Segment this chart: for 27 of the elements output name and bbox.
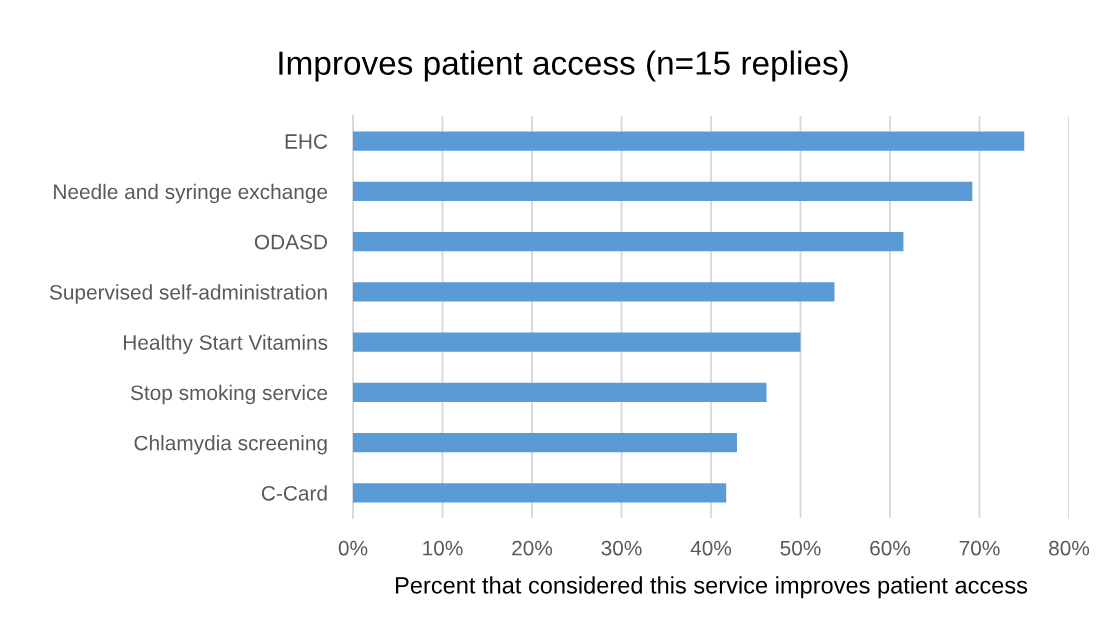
y-tick-label: C-Card — [261, 485, 327, 501]
x-tick-label: 50% — [780, 540, 821, 556]
x-tick-label: 20% — [512, 540, 553, 556]
chart-title: Improves patient access (n=15 replies) — [279, 50, 848, 82]
bar — [353, 433, 737, 453]
x-tick-label: 10% — [423, 540, 463, 556]
x-tick-label: 60% — [870, 540, 911, 556]
y-tick-label: Supervised self-administration — [49, 284, 327, 304]
y-tick-label: Chlamydia screening — [134, 435, 327, 455]
x-tick-label: 30% — [601, 540, 642, 556]
bar — [353, 382, 767, 402]
x-tick-label: 40% — [690, 540, 732, 556]
bar — [353, 232, 904, 252]
x-tick-label: 70% — [959, 540, 1000, 556]
y-tick-label: EHC — [285, 134, 328, 149]
y-tick-label: Healthy Start Vitamins — [123, 334, 328, 354]
bar — [353, 332, 801, 352]
x-tick-label: 0% — [338, 540, 368, 556]
y-tick-label: Stop smoking service — [130, 384, 328, 405]
bar — [353, 181, 973, 201]
bar — [353, 483, 727, 503]
y-tick-label: ODASD — [254, 234, 327, 250]
bar — [353, 131, 1025, 151]
y-tick-label: Needle and syringe exchange — [54, 183, 328, 204]
x-tick-label: 80% — [1049, 540, 1090, 556]
bar — [353, 282, 835, 302]
x-axis-title: Percent that considered this service improves patient access — [396, 576, 1028, 599]
